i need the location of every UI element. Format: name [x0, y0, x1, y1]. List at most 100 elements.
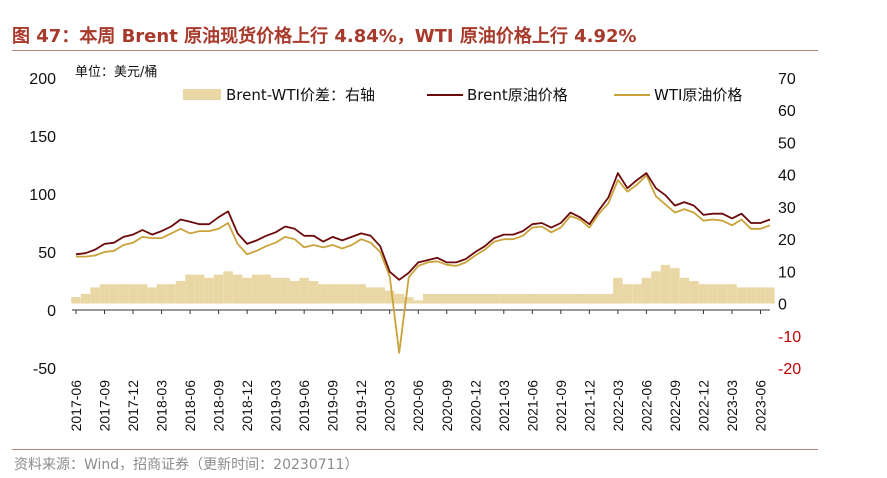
spread-bar [556, 293, 566, 304]
spread-bar [394, 293, 404, 304]
spread-bar [632, 284, 642, 304]
x-tick-label: 2018-12 [239, 380, 255, 432]
spread-bar [194, 274, 205, 304]
x-tick-label: 2019-12 [353, 380, 369, 432]
x-tick-label: 2017-12 [125, 380, 141, 432]
spread-bar [489, 293, 499, 304]
spread-bar [385, 290, 395, 304]
y-left-tick-label: 100 [29, 187, 56, 204]
spread-bar [289, 281, 300, 304]
legend-spread-swatch [183, 89, 221, 100]
spread-bar [442, 293, 452, 304]
spread-bar [575, 293, 585, 304]
spread-bar [356, 284, 366, 304]
footer-divider [12, 449, 818, 450]
spread-bar [204, 277, 214, 304]
source-note: 资料来源：Wind，招商证券（更新时间：20230711） [14, 457, 359, 473]
spread-bar [660, 264, 671, 304]
y-left-tick-label: 150 [29, 129, 56, 146]
spread-bar [270, 277, 281, 304]
y-right-tick-label: 0 [778, 297, 787, 314]
spread-bar [423, 293, 433, 304]
spread-bar [755, 287, 766, 304]
y-left-tick-label: 0 [47, 303, 56, 320]
y-right-tick-label: 40 [778, 168, 796, 185]
y-right-tick-label: 10 [778, 264, 796, 281]
spread-bar [223, 271, 233, 304]
spread-bar [670, 268, 680, 304]
spread-bar [166, 284, 176, 304]
spread-bar [175, 281, 186, 304]
x-tick-label: 2022-12 [696, 380, 712, 432]
spread-bar [280, 277, 290, 304]
spread-bar [308, 281, 319, 304]
spread-bar [584, 293, 595, 304]
y-right-tick-label: -20 [778, 361, 801, 378]
spread-bar [404, 297, 414, 304]
spread-bar [80, 293, 91, 304]
spread-bar [156, 284, 167, 304]
spread-bar [603, 293, 614, 304]
spread-bar [318, 284, 328, 304]
x-tick-label: 2021-06 [524, 380, 540, 432]
x-tick-label: 2018-06 [182, 380, 198, 432]
spread-bar [413, 300, 423, 304]
spread-bar [470, 293, 480, 304]
legend-brent-label: Brent原油价格 [467, 86, 568, 104]
x-tick-label: 2017-09 [97, 380, 113, 432]
spread-bar [261, 274, 271, 304]
price-chart: 2017-06 2017-09 2017-12 2018-03 2018-06 2018-… [29, 65, 801, 431]
spread-bar [622, 284, 633, 304]
title-divider [12, 50, 818, 51]
x-tick-label: 2019-06 [296, 380, 312, 432]
spread-bar [137, 284, 148, 304]
spread-bar [746, 287, 756, 304]
legend-wti-label: WTI原油价格 [654, 86, 742, 104]
y-right-tick-label: 70 [778, 71, 796, 88]
y-left-tick-label: 200 [29, 71, 56, 88]
spread-bar [565, 293, 576, 304]
spread-area-layer [71, 264, 775, 304]
legend-spread-label: Brent-WTI价差：右轴 [226, 86, 375, 104]
spread-bar [432, 293, 442, 304]
spread-bar [213, 274, 224, 304]
x-tick-label: 2022-06 [638, 380, 654, 432]
spread-bar [480, 293, 490, 304]
x-tick-label: 2022-09 [667, 380, 683, 432]
spread-bar [99, 284, 110, 304]
x-tick-label: 2019-09 [325, 380, 341, 432]
spread-bar [251, 274, 262, 304]
figure-title: 图 47：本周 Brent 原油现货价格上行 4.84%，WTI 原油价格上行 … [12, 26, 637, 47]
y-right-tick-label: 20 [778, 232, 796, 249]
spread-bar [185, 274, 195, 304]
x-tick-label: 2021-12 [581, 380, 597, 432]
y-right-tick-label: 30 [778, 200, 796, 217]
x-tick-label: 2023-03 [724, 380, 740, 432]
y-right-tick-label: 60 [778, 103, 796, 120]
x-tick-label: 2020-09 [439, 380, 455, 432]
x-tick-label: 2017-06 [68, 380, 84, 432]
spread-bar [299, 277, 309, 304]
spread-bar [537, 293, 547, 304]
x-tick-label: 2019-03 [268, 380, 284, 432]
axes-layer: 2017-06 2017-09 2017-12 2018-03 2018-06 2018-… [29, 71, 801, 431]
spread-bar [717, 284, 728, 304]
spread-bar [242, 277, 252, 304]
spread-bar [232, 274, 243, 304]
spread-bar [689, 281, 699, 304]
spread-bar [375, 287, 385, 304]
spread-bar [736, 287, 747, 304]
x-tick-label: 2021-03 [496, 380, 512, 432]
wti-price-line [76, 174, 771, 354]
spread-bar [90, 287, 100, 304]
x-tick-label: 2018-03 [154, 380, 170, 432]
x-tick-label: 2018-09 [211, 380, 227, 432]
y-right-tick-label: -10 [778, 329, 801, 346]
x-tick-label: 2020-12 [467, 380, 483, 432]
brent-price-line [75, 172, 771, 281]
spread-bar [527, 293, 538, 304]
spread-bar [461, 293, 471, 304]
spread-bar [147, 287, 157, 304]
spread-bar [698, 284, 709, 304]
spread-bar [727, 284, 737, 304]
